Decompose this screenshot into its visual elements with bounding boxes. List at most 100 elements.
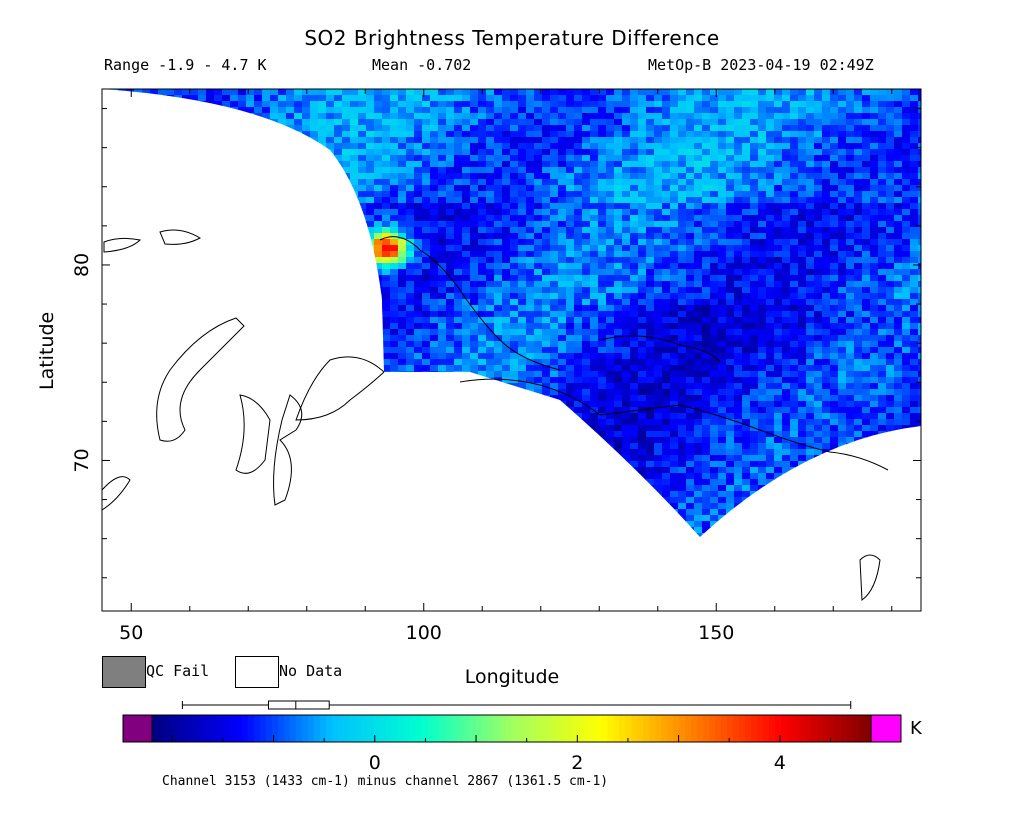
heatmap-cell: [790, 89, 799, 96]
heatmap-cell: [358, 143, 367, 150]
heatmap-cell: [294, 89, 303, 96]
heatmap-cell: [366, 167, 375, 174]
heatmap-cell: [750, 191, 759, 198]
heatmap-cell: [598, 119, 607, 126]
heatmap-cell: [766, 137, 775, 144]
heatmap-cell: [630, 257, 639, 264]
heatmap-cell: [878, 167, 887, 174]
heatmap-cell: [686, 269, 695, 276]
heatmap-cell: [782, 293, 791, 300]
heatmap-cell: [782, 89, 791, 96]
heatmap-cell: [638, 107, 647, 114]
heatmap-cell: [886, 215, 895, 222]
heatmap-cell: [798, 221, 807, 228]
heatmap-cell: [894, 203, 903, 210]
heatmap-cell: [878, 179, 887, 186]
heatmap-cell: [230, 197, 239, 204]
heatmap-cell: [462, 227, 471, 234]
heatmap-cell: [406, 89, 415, 96]
heatmap-cell: [710, 227, 719, 234]
heatmap-cell: [614, 335, 623, 342]
heatmap-cell: [190, 239, 199, 246]
heatmap-cell: [470, 101, 479, 108]
heatmap-cell: [878, 305, 887, 312]
heatmap-cell: [526, 161, 535, 168]
heatmap-cell: [590, 227, 599, 234]
heatmap-cell: [510, 251, 519, 258]
heatmap-cell: [382, 281, 391, 288]
heatmap-cell: [238, 335, 247, 342]
heatmap-cell: [334, 287, 343, 294]
heatmap-cell: [302, 113, 311, 120]
heatmap-cell: [470, 275, 479, 282]
heatmap-cell: [798, 269, 807, 276]
heatmap-cell: [390, 125, 399, 132]
heatmap-cell: [782, 353, 791, 360]
heatmap-cell: [166, 167, 175, 174]
heatmap-cell: [206, 239, 215, 246]
heatmap-cell: [158, 245, 167, 252]
heatmap-cell: [342, 347, 351, 354]
heatmap-cell: [278, 149, 287, 156]
satellite-time-text: MetOp-B 2023-04-19 02:49Z: [648, 56, 874, 74]
heatmap-cell: [550, 89, 559, 96]
heatmap-cell: [350, 149, 359, 156]
heatmap-cell: [902, 347, 911, 354]
heatmap-cell: [214, 113, 223, 120]
heatmap-cell: [846, 119, 855, 126]
heatmap-cell: [518, 167, 527, 174]
heatmap-cell: [198, 347, 207, 354]
heatmap-cell: [278, 347, 287, 354]
heatmap-cell: [550, 239, 559, 246]
heatmap-cell: [526, 227, 535, 234]
heatmap-cell: [862, 173, 871, 180]
heatmap-cell: [254, 197, 263, 204]
heatmap-cell: [286, 371, 295, 378]
heatmap-cell: [454, 311, 463, 318]
heatmap-cell: [790, 149, 799, 156]
heatmap-cell: [334, 347, 343, 354]
heatmap-cell: [126, 185, 135, 192]
heatmap-cell: [790, 125, 799, 132]
heatmap-cell: [830, 149, 839, 156]
heatmap-cell: [390, 215, 399, 222]
heatmap-cell: [318, 155, 327, 162]
heatmap-cell: [414, 221, 423, 228]
heatmap-cell: [806, 101, 815, 108]
heatmap-cell: [870, 299, 879, 306]
heatmap-cell: [358, 149, 367, 156]
heatmap-cell: [278, 353, 287, 360]
heatmap-cell: [918, 167, 921, 174]
heatmap-cell: [342, 371, 351, 378]
heatmap-cell: [798, 365, 807, 372]
heatmap-cell: [630, 329, 639, 336]
heatmap-cell: [430, 281, 439, 288]
heatmap-cell: [822, 167, 831, 174]
heatmap-cell: [766, 215, 775, 222]
heatmap-cell: [814, 185, 823, 192]
heatmap-cell: [694, 209, 703, 216]
heatmap-cell: [166, 89, 175, 96]
heatmap-cell: [422, 299, 431, 306]
heatmap-cell: [806, 365, 815, 372]
heatmap-cell: [182, 371, 191, 378]
heatmap-cell: [358, 197, 367, 204]
heatmap-cell: [486, 203, 495, 210]
heatmap-cell: [270, 263, 279, 270]
heatmap-cell: [742, 239, 751, 246]
heatmap-cell: [350, 257, 359, 264]
heatmap-cell: [134, 161, 143, 168]
heatmap-cell: [438, 107, 447, 114]
heatmap-cell: [518, 95, 527, 102]
heatmap-cell: [126, 281, 135, 288]
heatmap-cell: [150, 377, 159, 384]
heatmap-cell: [222, 149, 231, 156]
heatmap-cell: [230, 113, 239, 120]
heatmap-cell: [902, 161, 911, 168]
heatmap-cell: [622, 317, 631, 324]
heatmap-cell: [614, 305, 623, 312]
heatmap-cell: [550, 353, 559, 360]
heatmap-cell: [798, 149, 807, 156]
heatmap-cell: [310, 209, 319, 216]
heatmap-cell: [222, 143, 231, 150]
